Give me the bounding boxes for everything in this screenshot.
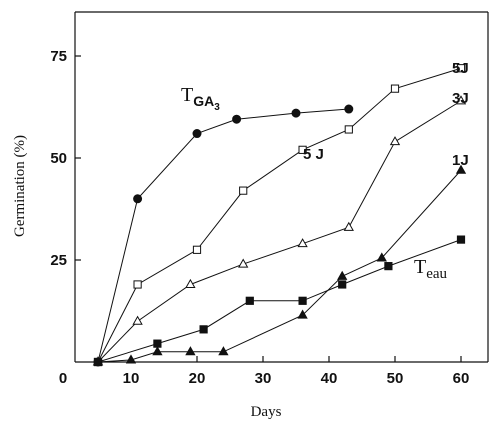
- series-line: [97, 239, 462, 363]
- data-point: [238, 258, 249, 268]
- x-tick-label: 20: [189, 370, 206, 387]
- x-tick-label: 30: [255, 370, 272, 387]
- series-line: [97, 67, 462, 363]
- data-point: [245, 296, 254, 305]
- series-layer: [92, 64, 467, 367]
- data-point: [389, 136, 401, 146]
- series-label-5j: 5J: [452, 60, 469, 77]
- series-4: [93, 235, 466, 367]
- data-point: [132, 315, 143, 325]
- data-point: [93, 357, 103, 367]
- plot-frame: [74, 11, 489, 363]
- series-line: [97, 108, 349, 363]
- annotation-t-ga3: TGA3: [181, 84, 220, 113]
- y-tick-label: 25: [50, 252, 67, 269]
- data-point: [337, 270, 348, 280]
- data-point: [455, 95, 467, 105]
- data-point: [344, 104, 354, 114]
- data-point: [298, 145, 307, 154]
- data-point: [456, 64, 466, 73]
- x-axis-ticks: 0 10 20 30 40 50 60: [59, 356, 470, 387]
- data-point: [344, 125, 353, 134]
- series-line: [97, 100, 462, 363]
- data-point: [153, 339, 162, 348]
- series-0: [93, 104, 354, 367]
- data-point: [218, 346, 229, 356]
- data-point: [152, 346, 163, 356]
- data-point: [239, 186, 248, 195]
- series-3: [92, 164, 467, 366]
- data-point: [192, 245, 202, 254]
- y-tick-label: 50: [50, 150, 67, 167]
- data-point: [390, 84, 400, 93]
- y-axis-title: Germination (%): [12, 135, 28, 237]
- x-axis-title: Days: [251, 404, 282, 420]
- data-point: [376, 252, 387, 262]
- data-point: [192, 129, 202, 139]
- x-tick-label: 40: [321, 370, 338, 387]
- annotation-t-eau: Teau: [414, 256, 448, 282]
- data-point: [232, 114, 242, 124]
- data-point: [456, 235, 466, 244]
- x-tick-label: 10: [123, 370, 140, 387]
- series-1: [93, 64, 466, 367]
- x-tick-label: 0: [59, 370, 67, 387]
- series-2: [92, 95, 467, 366]
- annotation-5j-mid: 5 J: [303, 146, 324, 163]
- x-tick-label: 50: [387, 370, 404, 387]
- data-point: [125, 354, 137, 364]
- data-point: [343, 221, 354, 231]
- data-point: [185, 278, 196, 288]
- data-point: [133, 194, 143, 204]
- data-point: [455, 164, 467, 174]
- data-point: [133, 280, 142, 289]
- data-point: [338, 280, 347, 289]
- data-point: [384, 262, 393, 271]
- data-point: [297, 309, 308, 319]
- series-label-1j: 1J: [452, 152, 469, 169]
- data-point: [291, 108, 301, 118]
- data-point: [199, 325, 208, 334]
- y-axis-ticks: 25 50 75: [50, 48, 81, 269]
- series-line: [97, 169, 462, 363]
- data-point: [297, 238, 308, 248]
- series-label-3j: 3J: [452, 90, 469, 107]
- data-point: [185, 346, 196, 356]
- x-tick-label: 60: [453, 370, 470, 387]
- data-point: [298, 296, 307, 305]
- y-tick-label: 75: [50, 48, 67, 65]
